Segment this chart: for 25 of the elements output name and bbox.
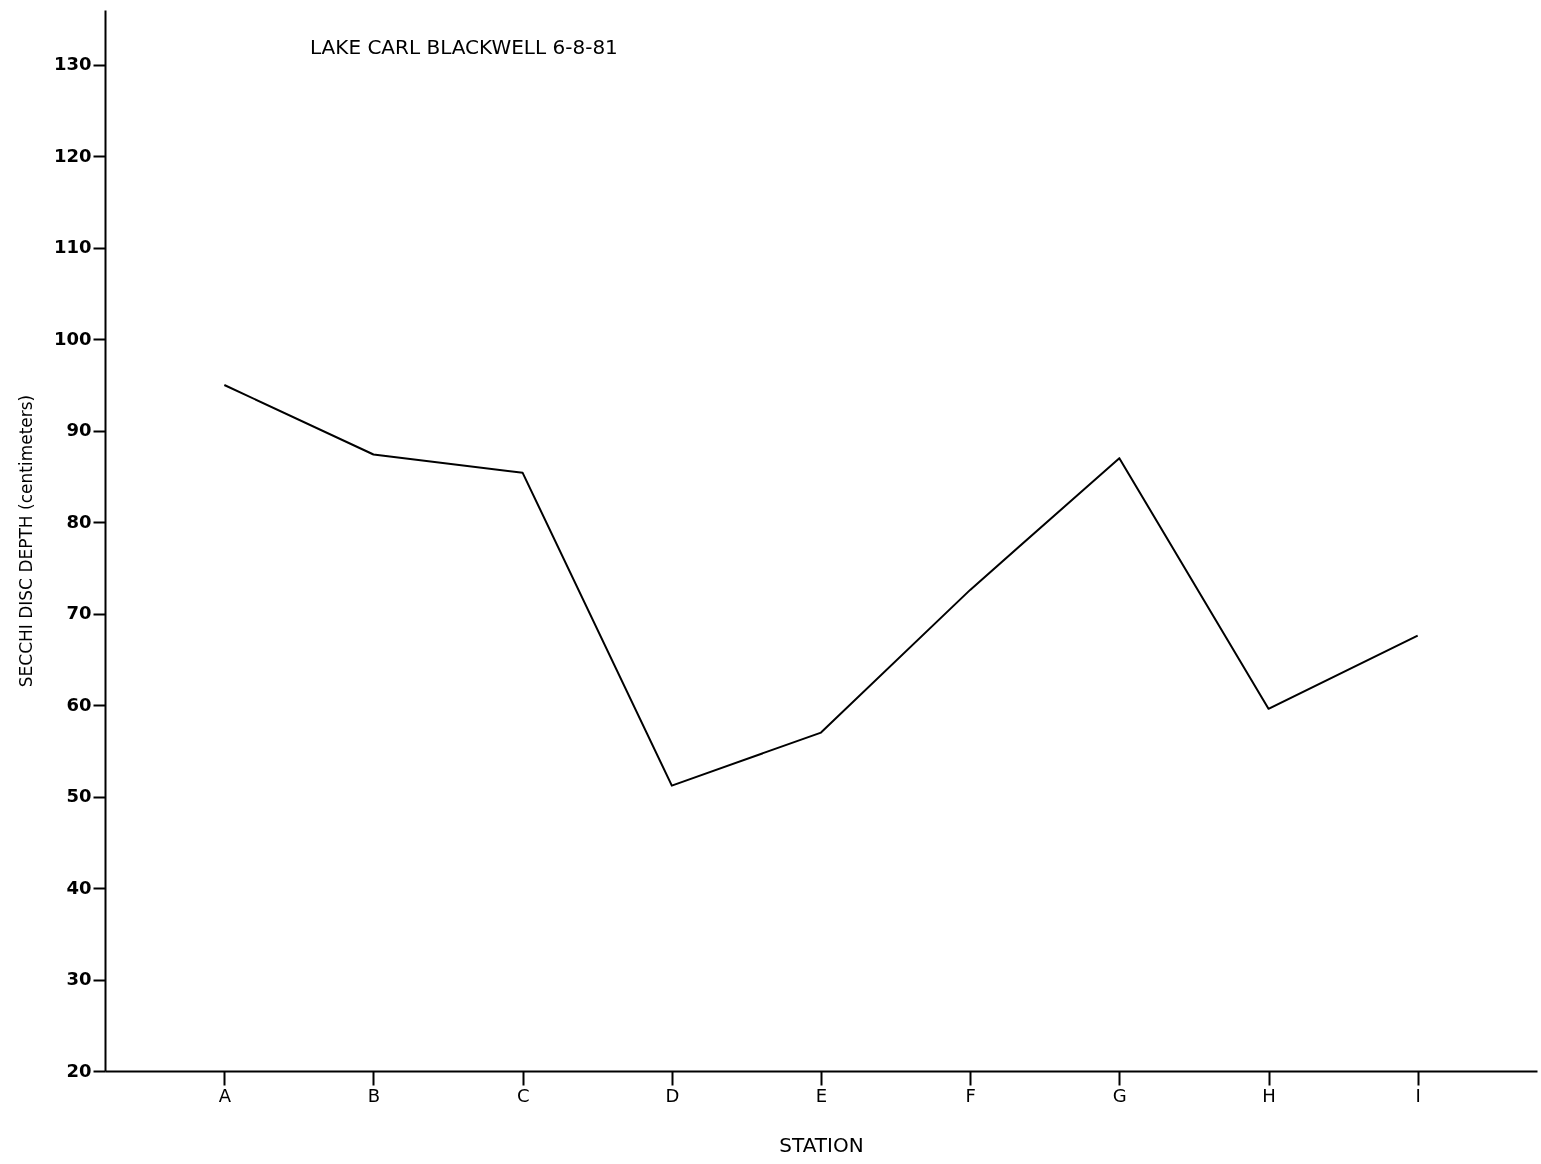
y-tick-label: 100 bbox=[53, 327, 92, 349]
y-tick-label: 20 bbox=[66, 1059, 92, 1081]
x-tick-label: E bbox=[815, 1084, 828, 1106]
y-tick-label: 90 bbox=[66, 419, 92, 441]
y-tick-label: 60 bbox=[66, 693, 92, 715]
x-tick-label: D bbox=[665, 1084, 680, 1106]
y-tick-label: 70 bbox=[66, 602, 92, 624]
x-tick-label: B bbox=[367, 1084, 381, 1106]
x-tick-label: C bbox=[516, 1084, 530, 1106]
y-tick-label: 50 bbox=[66, 785, 92, 807]
text: LAKE CARL BLACKWELL 6-8-81 bbox=[310, 35, 618, 59]
y-tick-label: 80 bbox=[66, 510, 92, 532]
x-axis-title: STATION bbox=[779, 1132, 864, 1157]
x-tick-label: H bbox=[1262, 1084, 1276, 1106]
y-tick-label: 120 bbox=[53, 144, 92, 166]
y-tick-label: 110 bbox=[53, 236, 92, 258]
line-series bbox=[223, 384, 1419, 787]
x-tick-label: A bbox=[218, 1084, 232, 1106]
y-tick-label: 40 bbox=[66, 876, 92, 898]
x-tick-label: I bbox=[1415, 1084, 1421, 1106]
y-axis-title: SECCHI DISC DEPTH (centimeters) bbox=[15, 394, 36, 688]
y-tick-label: 130 bbox=[53, 53, 92, 75]
y-tick-label: 30 bbox=[66, 968, 92, 990]
x-tick-label: F bbox=[965, 1084, 976, 1106]
x-tick-label: G bbox=[1112, 1084, 1127, 1106]
